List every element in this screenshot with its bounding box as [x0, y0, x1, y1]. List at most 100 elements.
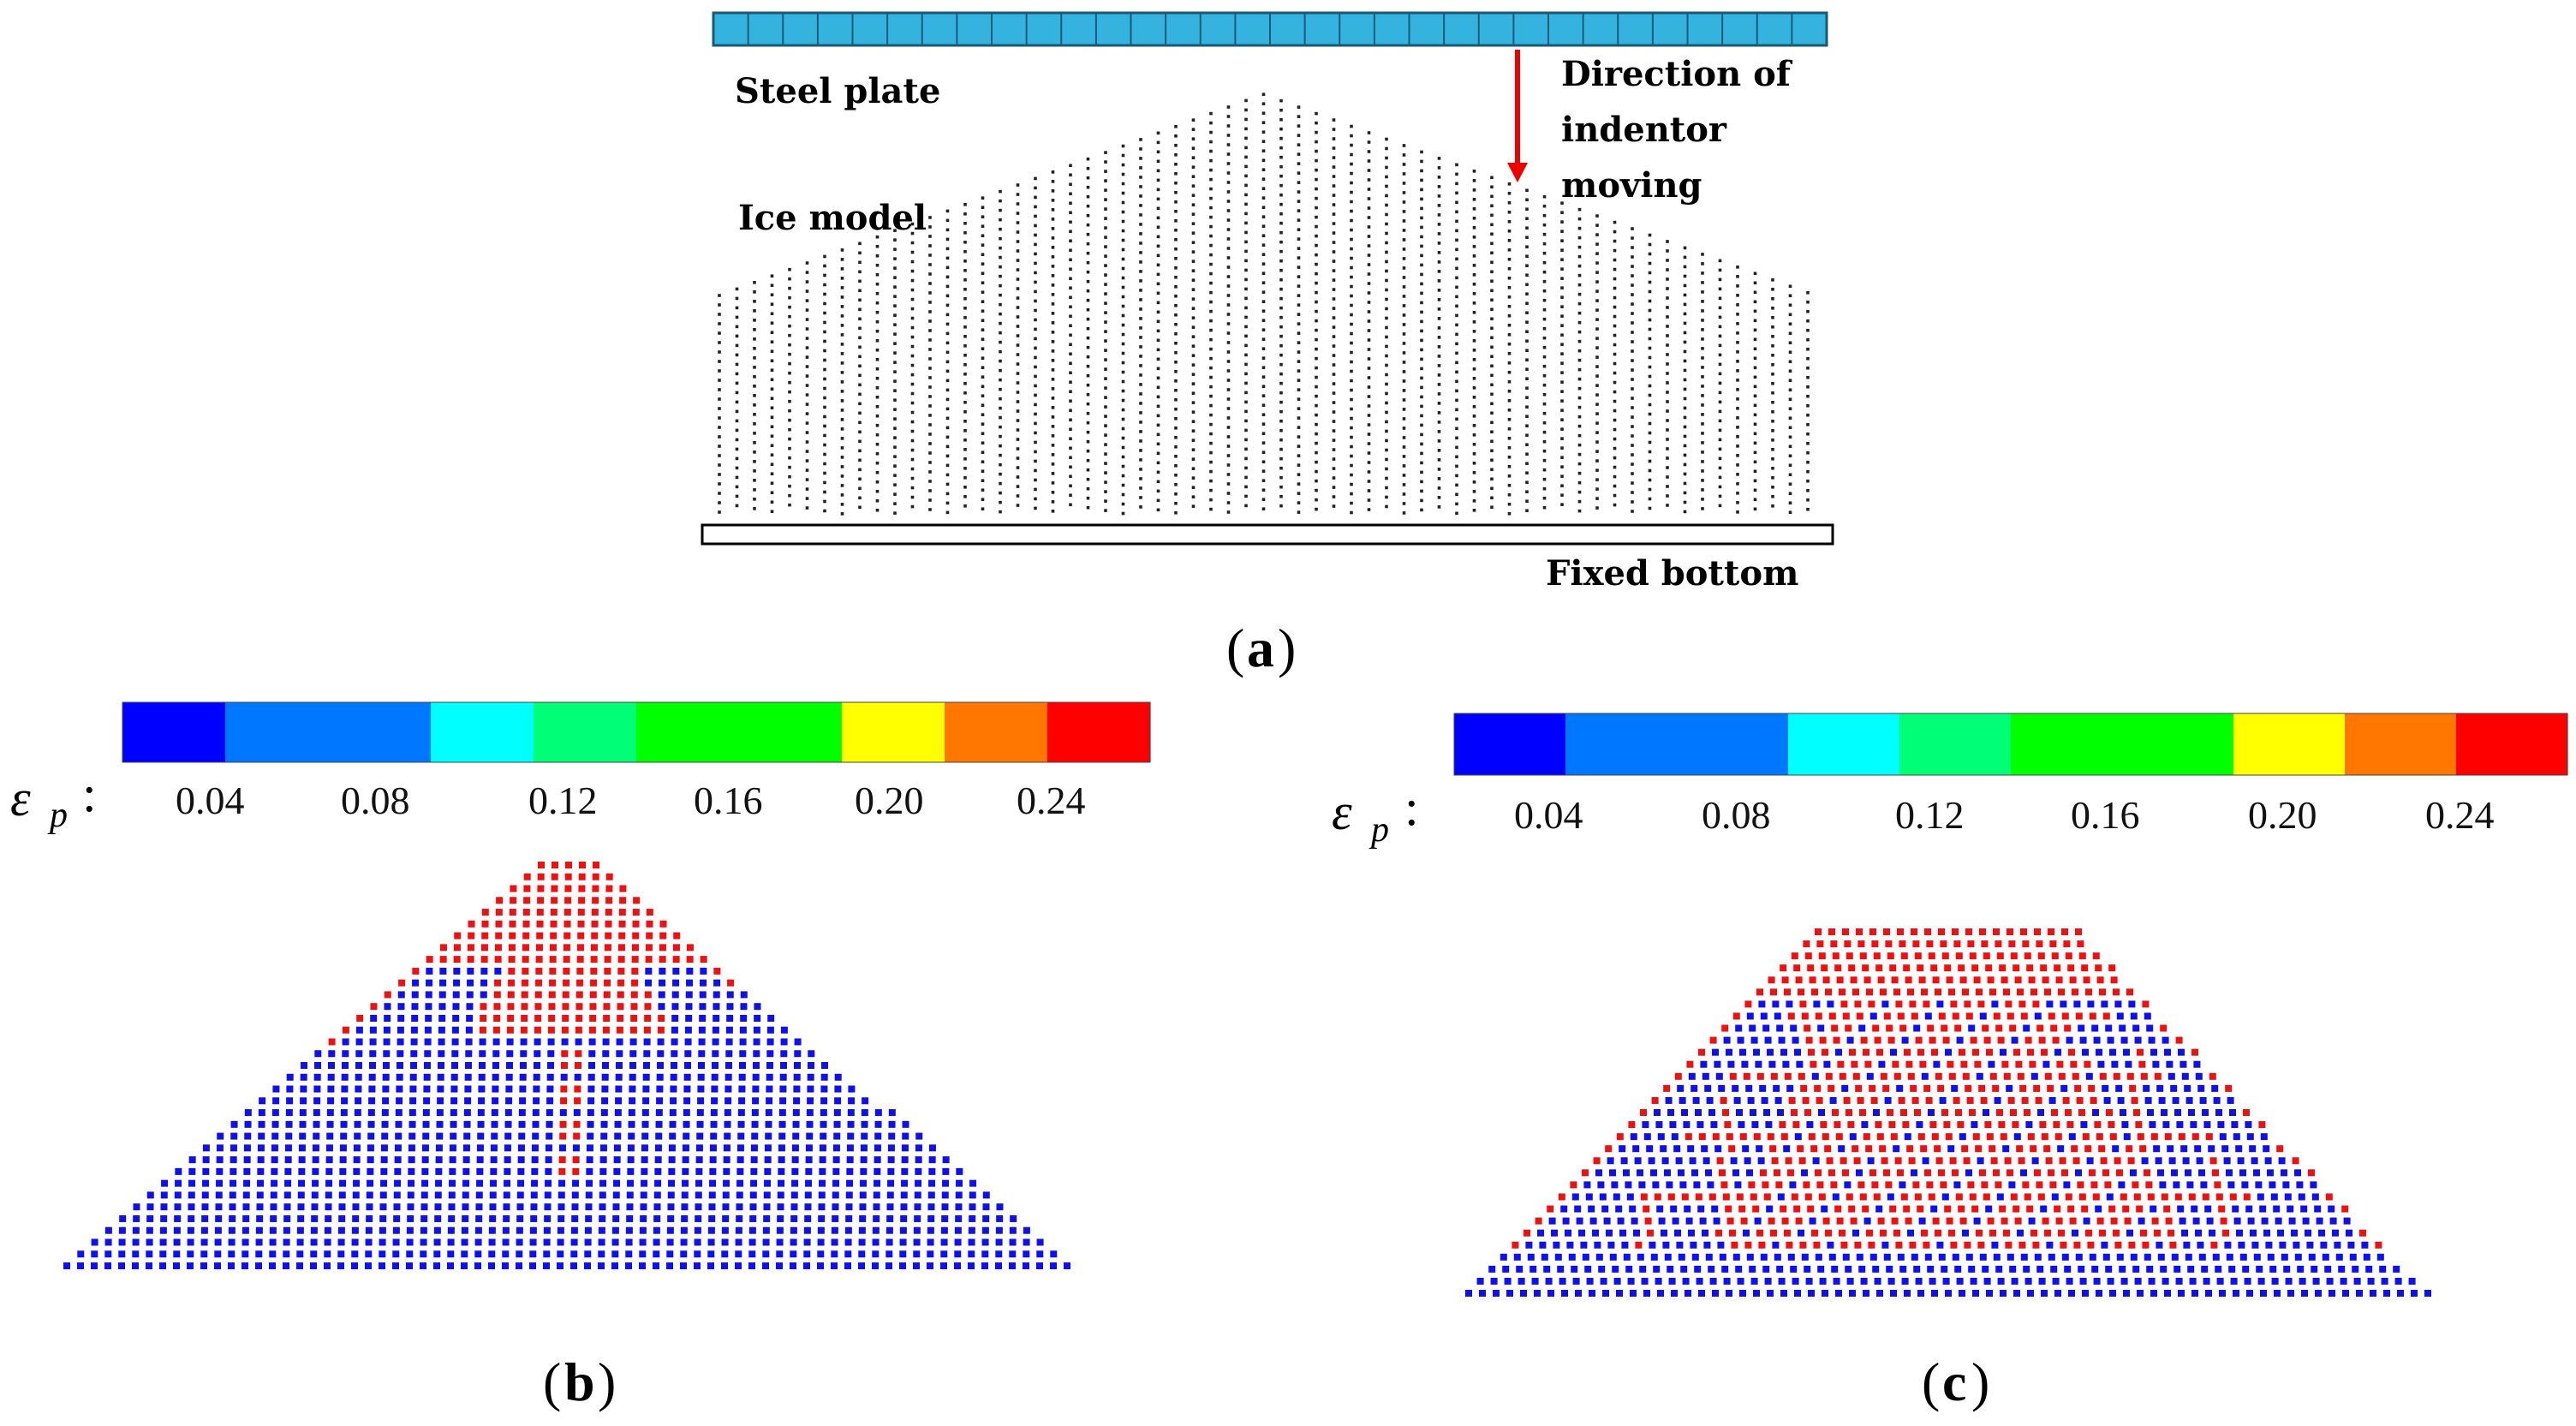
ice-point	[1718, 438, 1722, 442]
ice-particle	[2083, 976, 2090, 984]
ice-point	[1788, 482, 1792, 486]
ice-particle	[1815, 1012, 1822, 1020]
ice-particle	[1938, 1253, 1946, 1261]
ice-point	[788, 437, 791, 441]
ice-particle	[327, 1085, 335, 1093]
ice-point	[1577, 207, 1582, 212]
ice-point	[1595, 412, 1599, 415]
ice-particle	[259, 1097, 266, 1105]
ice-particle	[420, 1191, 428, 1199]
ice-point	[1455, 285, 1458, 289]
ice-point	[805, 289, 809, 293]
ice-point	[718, 360, 721, 363]
ice-particle	[666, 1262, 673, 1269]
ice-particle	[258, 1132, 265, 1140]
ice-particle	[420, 1238, 427, 1246]
ice-particle	[658, 1003, 665, 1011]
ice-particle	[2097, 1060, 2105, 1068]
ice-point	[1174, 313, 1178, 317]
ice-particle	[2078, 952, 2086, 960]
ice-particle	[617, 979, 625, 987]
ice-particle	[518, 1109, 526, 1117]
ice-point	[1279, 428, 1283, 433]
ice-particle	[1759, 1084, 1767, 1092]
ice-particle	[618, 909, 626, 916]
ice-point	[1648, 506, 1652, 510]
ice-point	[1507, 229, 1512, 233]
ice-particle	[574, 1097, 581, 1105]
ice-point	[1806, 460, 1810, 464]
ice-point	[753, 366, 756, 369]
ice-point	[1560, 371, 1564, 374]
ice-particle	[2078, 1193, 2086, 1201]
ice-particle	[1981, 940, 1989, 948]
ice-particle	[243, 1179, 251, 1187]
ice-particle	[2001, 976, 2008, 984]
ice-point	[805, 308, 809, 312]
ice-point	[1613, 314, 1617, 319]
ice-particle	[1799, 1241, 1807, 1249]
ice-particle	[2379, 1265, 2387, 1273]
ice-point	[1034, 233, 1037, 237]
ice-particle	[1911, 1169, 1917, 1177]
ice-point	[1086, 232, 1090, 236]
ice-point	[1525, 471, 1529, 475]
ice-point	[1631, 415, 1634, 419]
ice-particle	[353, 1156, 361, 1164]
ice-particle	[2198, 1169, 2205, 1177]
ice-particle	[629, 1073, 636, 1081]
ice-particle	[392, 1262, 399, 1269]
ice-point	[999, 368, 1002, 373]
ice-particle	[1941, 1193, 1949, 1201]
ice-point	[1297, 115, 1301, 118]
ice-particle	[1714, 1060, 1721, 1068]
ice-point	[840, 427, 844, 431]
ice-particle	[77, 1262, 84, 1269]
ice-particle	[1690, 1084, 1698, 1092]
ice-point	[753, 300, 756, 303]
ice-point	[1156, 433, 1160, 437]
ice-point	[1297, 256, 1301, 260]
ice-particle	[708, 1203, 716, 1211]
ice-point	[1736, 510, 1739, 514]
fixed-bottom-label: Fixed bottom	[1546, 553, 1798, 594]
ice-particle	[2270, 1193, 2278, 1201]
ice-point	[1718, 381, 1722, 385]
ice-point	[1402, 200, 1406, 204]
ice-particle	[353, 1144, 361, 1152]
ice-particle	[1895, 1000, 1903, 1008]
ice-particle	[2241, 1181, 2249, 1189]
ice-particle	[342, 1062, 349, 1069]
ice-particle	[1665, 1096, 1673, 1104]
ice-particle	[558, 1179, 566, 1187]
ice-point	[1560, 446, 1564, 450]
ice-particle	[550, 909, 558, 916]
ice-particle	[271, 1109, 279, 1117]
ice-point	[753, 328, 756, 331]
ice-point	[1086, 411, 1090, 415]
ice-particle	[2185, 1096, 2193, 1104]
ice-point	[1437, 496, 1441, 499]
ice-particle	[2089, 1253, 2096, 1261]
ice-particle	[1818, 1109, 1825, 1116]
ice-particle	[2119, 1024, 2126, 1032]
ice-point	[1472, 499, 1476, 503]
ice-point	[1385, 373, 1388, 377]
ice-point	[1226, 435, 1231, 439]
ice-particle	[2064, 1265, 2072, 1273]
ice-particle	[2034, 1169, 2041, 1177]
ice-particle	[1930, 964, 1938, 972]
ice-particle	[590, 956, 598, 964]
ice-point	[1577, 415, 1582, 419]
ice-particle	[1927, 1024, 1935, 1032]
ice-point	[1420, 178, 1423, 182]
ice-point	[1121, 474, 1125, 478]
ice-point	[875, 367, 880, 371]
ice-particle	[1683, 1121, 1690, 1129]
ice-particle	[1785, 1157, 1792, 1165]
ice-particle	[338, 1214, 346, 1222]
ice-particle	[1798, 988, 1804, 996]
ice-particle	[2018, 1157, 2025, 1165]
ice-point	[1507, 304, 1512, 308]
ice-point	[1315, 498, 1318, 502]
